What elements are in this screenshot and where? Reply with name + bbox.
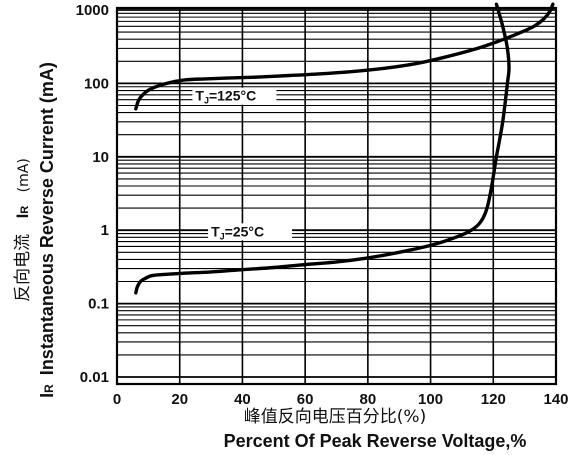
curve-label-1: TJ=25°C <box>211 223 264 241</box>
x-axis-label: Percent Of Peak Reverse Voltage,% <box>224 431 527 451</box>
x-tick-label: 140 <box>543 391 568 408</box>
x-tick-label: 0 <box>113 391 121 408</box>
x-tick-label: 20 <box>171 391 188 408</box>
y-axis-label-chinese-group: 反向电流 IR (mA) <box>13 158 33 302</box>
y-axis-label: Instantaneous Reverse Current (mA) <box>37 62 57 375</box>
series-line-1 <box>134 2 511 295</box>
y-axis-symbol: I <box>13 214 32 219</box>
y-axis-prefix-sub: R <box>42 384 56 393</box>
curve-label-background <box>192 87 277 105</box>
y-tick-label: 0.1 <box>88 296 109 313</box>
y-tick-label: 0.01 <box>80 369 109 386</box>
x-tick-label: 60 <box>297 391 314 408</box>
x-tick-label: 100 <box>418 391 443 408</box>
series-lines <box>134 2 555 295</box>
curve-label-background <box>208 223 293 241</box>
y-axis-unit: (mA) <box>16 158 32 192</box>
y-tick-label: 10 <box>92 149 109 166</box>
svg-text:反向电流 IR (mA): 反向电流 IR (mA) <box>13 158 33 302</box>
x-tick-label: 80 <box>360 391 377 408</box>
x-axis-label-chinese: 峰值反向电压百分比(%) <box>244 407 426 427</box>
y-axis-label-group: IR Instantaneous Reverse Current (mA) <box>37 62 57 398</box>
y-axis-label-chinese: 反向电流 <box>13 234 33 302</box>
svg-text:IR Instantaneous Reverse: IR Instantaneous Reverse Current (mA) <box>37 62 57 398</box>
x-tick-labels: 0 20 40 60 80 100 120 140 <box>113 391 569 408</box>
x-tick-label: 40 <box>234 391 251 408</box>
grid <box>117 8 556 384</box>
series-line-0 <box>134 2 555 111</box>
x-tick-label: 120 <box>481 391 506 408</box>
plot-frame <box>115 6 558 386</box>
curve-label-0: TJ=125°C <box>195 88 256 106</box>
y-axis-prefix: I <box>37 393 57 398</box>
y-tick-labels: 1000 100 10 1 0.1 0.01 <box>76 2 109 386</box>
y-tick-label: 1000 <box>76 2 109 19</box>
y-tick-label: 100 <box>84 75 109 92</box>
curve-labels: TJ=125°C TJ=25°C <box>192 87 293 241</box>
y-axis-symbol-sub: R <box>19 206 31 214</box>
y-tick-label: 1 <box>101 222 109 239</box>
